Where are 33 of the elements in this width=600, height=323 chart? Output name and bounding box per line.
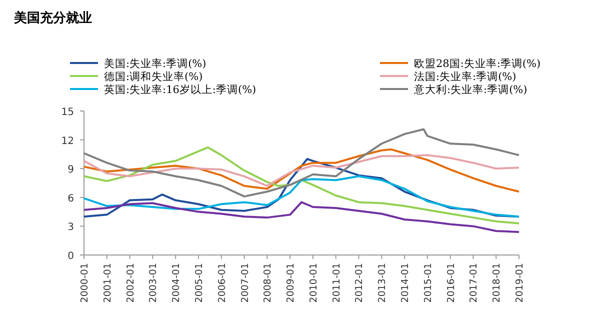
- x-tick-label: 2002-01: [125, 263, 136, 303]
- x-tick-label: 2000-01: [80, 263, 90, 303]
- x-tick-label: 2016-01: [446, 263, 457, 303]
- y-tick-label: 15: [61, 107, 74, 118]
- x-tick-label: 2011-01: [331, 263, 342, 303]
- y-tick-label: 0: [68, 251, 74, 262]
- chart-title: 美国充分就业: [13, 10, 92, 26]
- legend-label: 德国:调和失业率(%): [104, 70, 203, 83]
- x-tick-label: 2008-01: [262, 263, 274, 303]
- x-tick-label: 2017-01: [468, 263, 480, 303]
- y-tick-label: 3: [68, 222, 74, 234]
- x-tick-label: 2019-01: [514, 263, 526, 303]
- legend-label: 法国:失业率:季调(%): [414, 70, 516, 83]
- x-tick-label: 2010-01: [308, 263, 320, 303]
- x-tick-label: 2014-01: [400, 263, 412, 303]
- x-tick-label: 2009-01: [286, 263, 297, 303]
- legend-label: 美国:失业率:季调(%): [104, 57, 206, 70]
- x-tick-label: 2013-01: [377, 263, 388, 303]
- legend-label: 欧盟28国:失业率:季调(%): [414, 57, 541, 70]
- x-tick-label: 2001-01: [102, 263, 114, 303]
- y-tick-label: 12: [61, 136, 74, 147]
- x-tick-label: 2018-01: [492, 263, 503, 303]
- y-tick-label: 6: [68, 193, 74, 204]
- x-tick-label: 2015-01: [422, 263, 434, 303]
- x-tick-label: 2005-01: [194, 263, 205, 303]
- x-tick-label: 2003-01: [148, 263, 160, 303]
- x-tick-label: 2004-01: [171, 263, 182, 303]
- legend-label: 意大利:失业率:季调(%): [413, 83, 528, 96]
- x-tick-label: 2012-01: [354, 263, 366, 303]
- y-tick-label: 9: [68, 164, 74, 176]
- x-tick-label: 2007-01: [240, 263, 251, 303]
- x-tick-label: 2006-01: [216, 263, 228, 303]
- legend-label: 英国:失业率:16岁以上:季调(%): [104, 83, 256, 96]
